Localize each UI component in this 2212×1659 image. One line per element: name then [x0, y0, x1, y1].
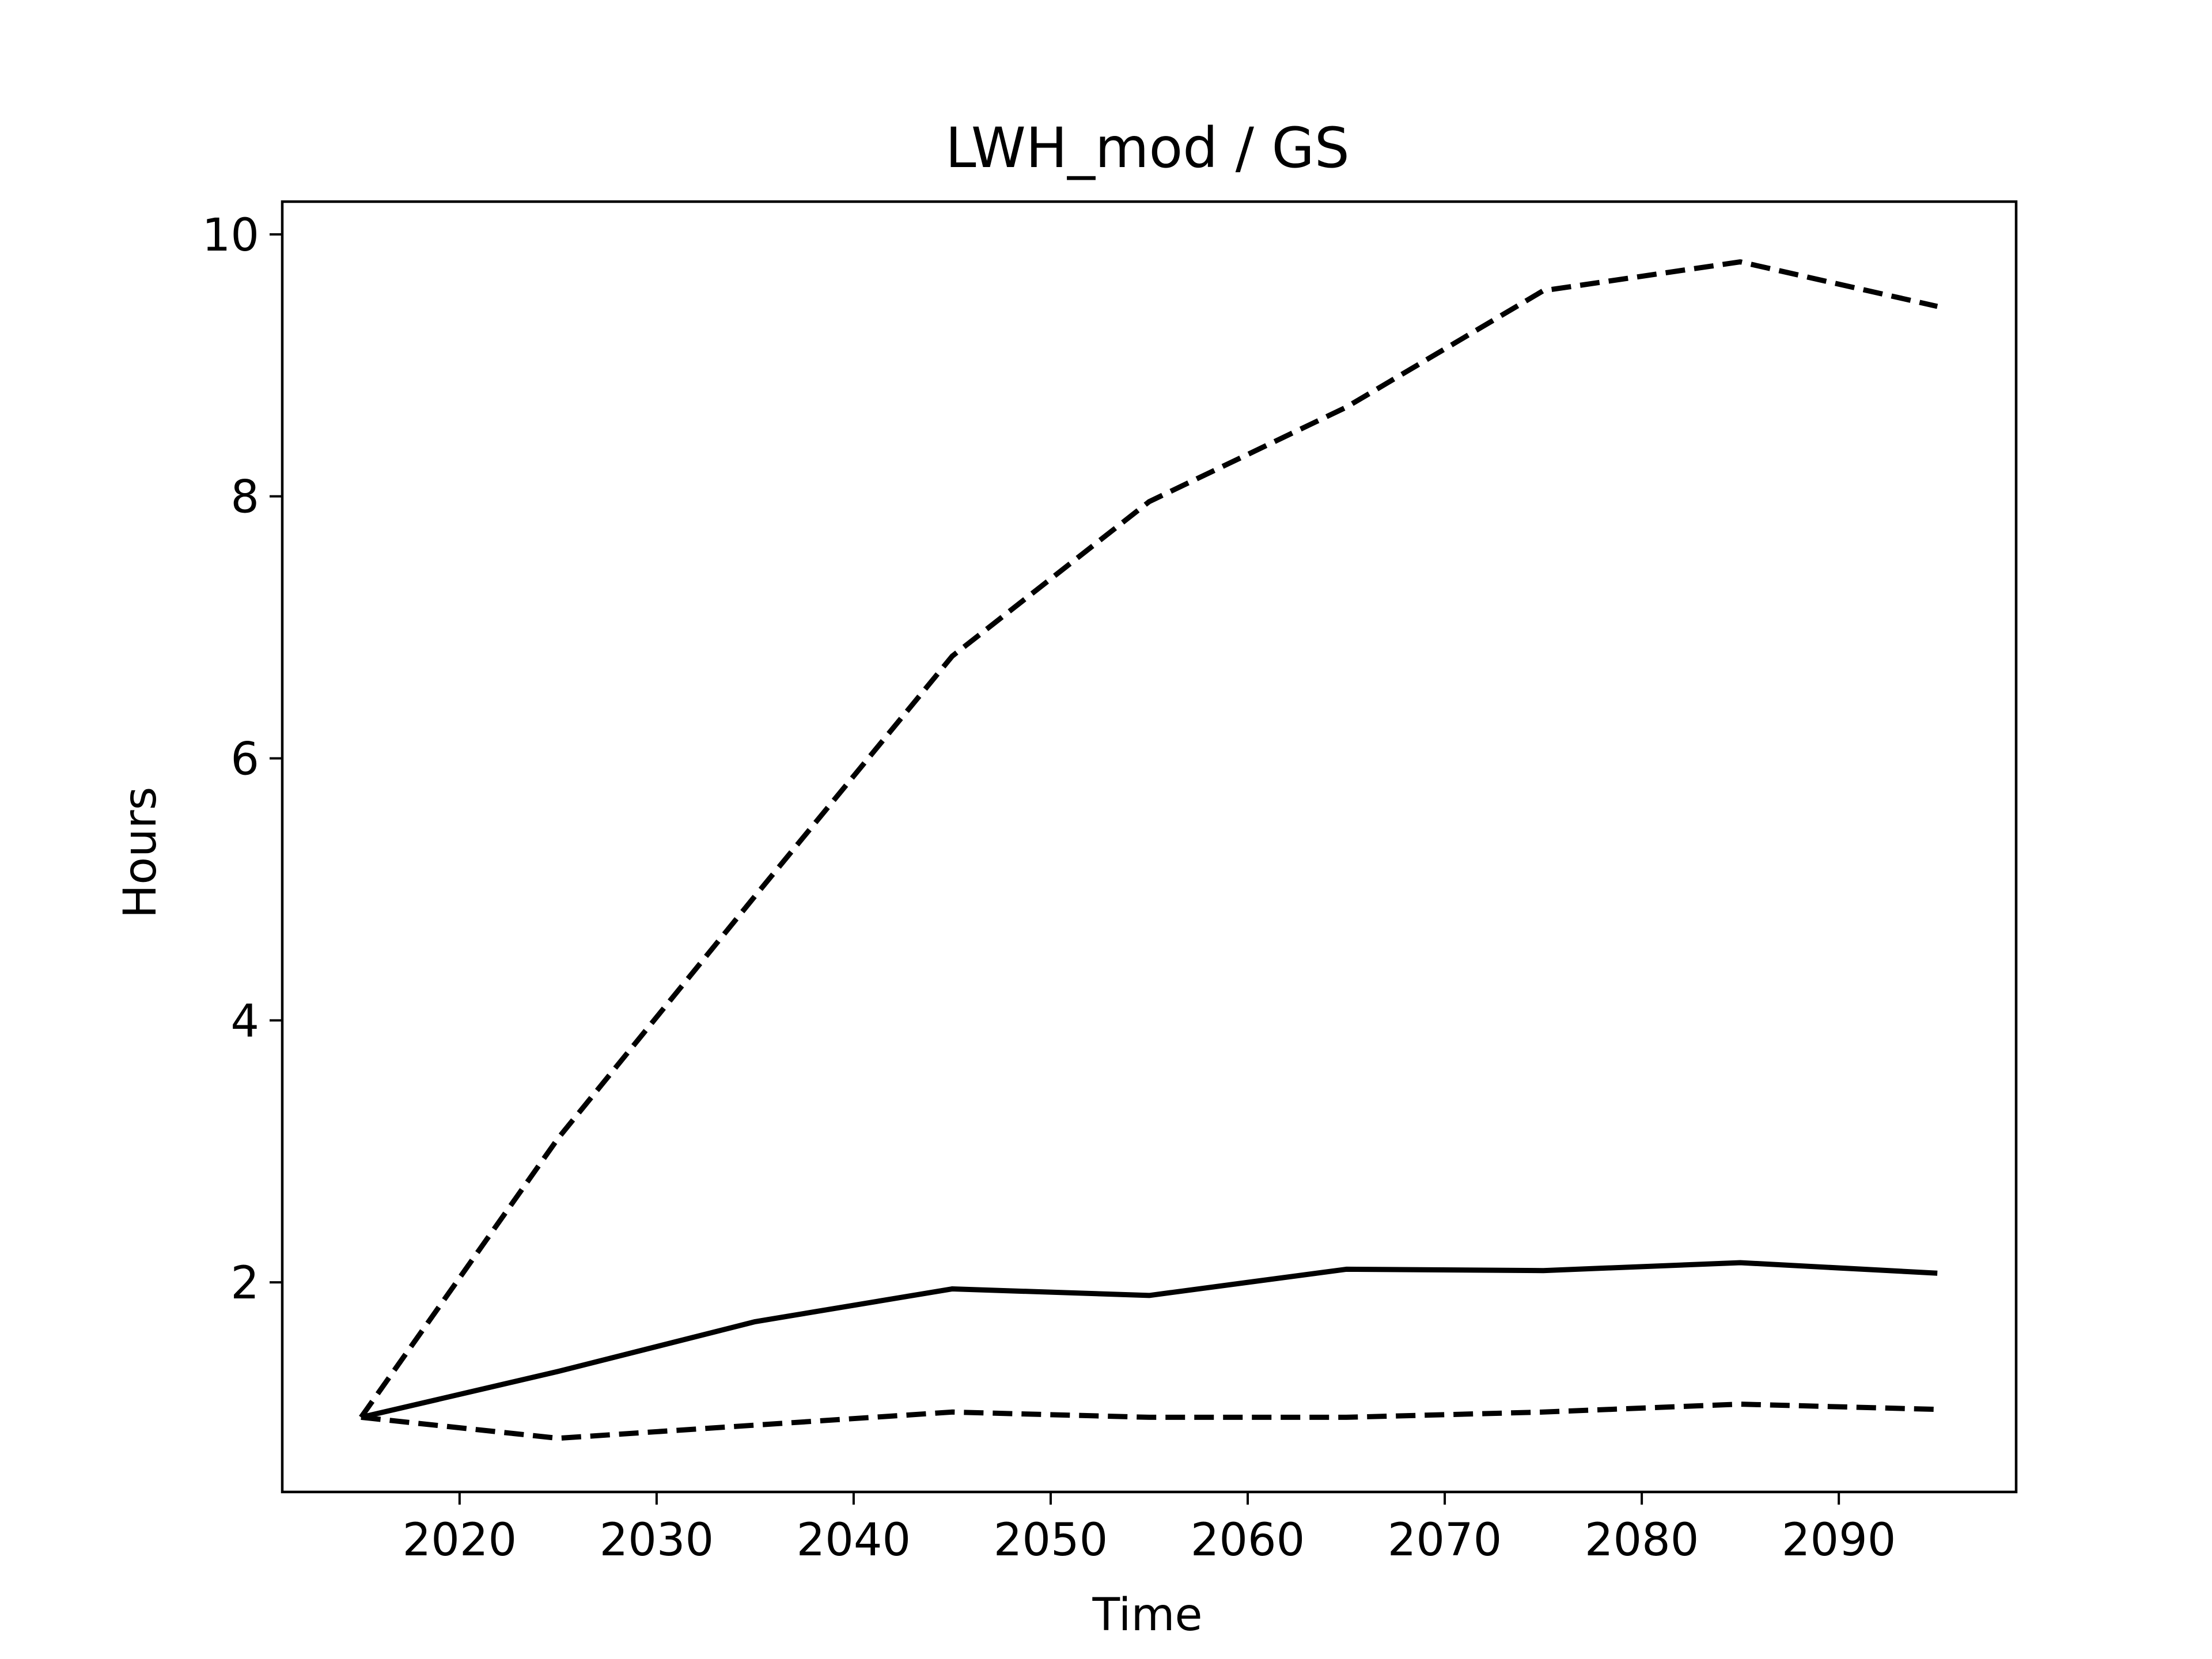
x-tick-label: 2030: [600, 1514, 714, 1566]
x-tick-label: 2040: [797, 1514, 911, 1566]
y-tick-label: 8: [230, 472, 259, 524]
x-tick-label: 2050: [994, 1514, 1108, 1566]
x-tick-label: 2020: [403, 1514, 517, 1566]
plot-area-frame: [281, 200, 2018, 1494]
plot-lines: [359, 259, 1938, 1441]
x-tick-label: 2070: [1388, 1514, 1502, 1566]
y-tick-label: 4: [230, 995, 259, 1047]
x-tick-label: 2090: [1782, 1514, 1896, 1566]
chart-title: LWH_mod / GS: [945, 116, 1350, 180]
series-line-3: [361, 1402, 1938, 1441]
y-axis-label: Hours: [115, 787, 166, 919]
x-axis-label: Time: [1092, 1589, 1203, 1641]
series-line-2: [359, 259, 1938, 1419]
series-line-1: [360, 1260, 1938, 1420]
y-tick-label: 6: [230, 733, 259, 785]
x-tick-label: 2080: [1585, 1514, 1699, 1566]
x-axis-ticks: 2020 2030 2040 2050 2060 2070 2080 2090: [403, 1492, 1896, 1566]
y-axis-ticks: 2 4 6 8 10: [202, 210, 282, 1309]
x-tick-label: 2060: [1191, 1514, 1305, 1566]
y-tick-label: 2: [230, 1257, 259, 1309]
y-tick-label: 10: [202, 210, 259, 262]
